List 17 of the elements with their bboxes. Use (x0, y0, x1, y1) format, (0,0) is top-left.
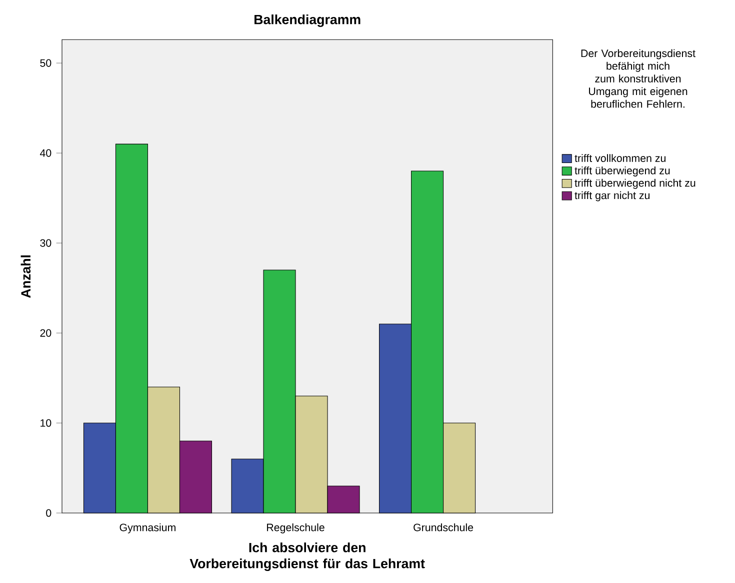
x-axis-title: Ich absolviere den Vorbereitungsdienst für das Lehramt (190, 542, 425, 571)
y-tick-label: 10 (40, 419, 52, 427)
y-tick-label: 0 (46, 509, 52, 517)
y-axis-title: Anzahl (20, 255, 31, 298)
legend-label: trifft überwiegend nicht zu (574, 178, 696, 189)
y-tick-label: 20 (40, 329, 52, 337)
y-tick-label: 50 (40, 59, 52, 67)
legend-label: trifft vollkommen zu (574, 154, 666, 162)
legend-label: trifft gar nicht zu (574, 191, 650, 202)
x-tick-label: Gymnasium (120, 523, 176, 534)
chart-title: Balkendiagramm (254, 14, 360, 27)
x-tick-label: Regelschule (267, 523, 324, 534)
legend-title: Der Vorbereitungsdienst befähigt mich zum konstruktiven Umgang mit eigenen beruflichen Fehlern. (581, 49, 696, 108)
legend-label: trifft überwiegend zu (574, 166, 670, 176)
x-tick-label: Grundschule (414, 523, 474, 532)
y-tick-label: 40 (40, 149, 52, 157)
y-tick-label: 30 (40, 239, 52, 247)
